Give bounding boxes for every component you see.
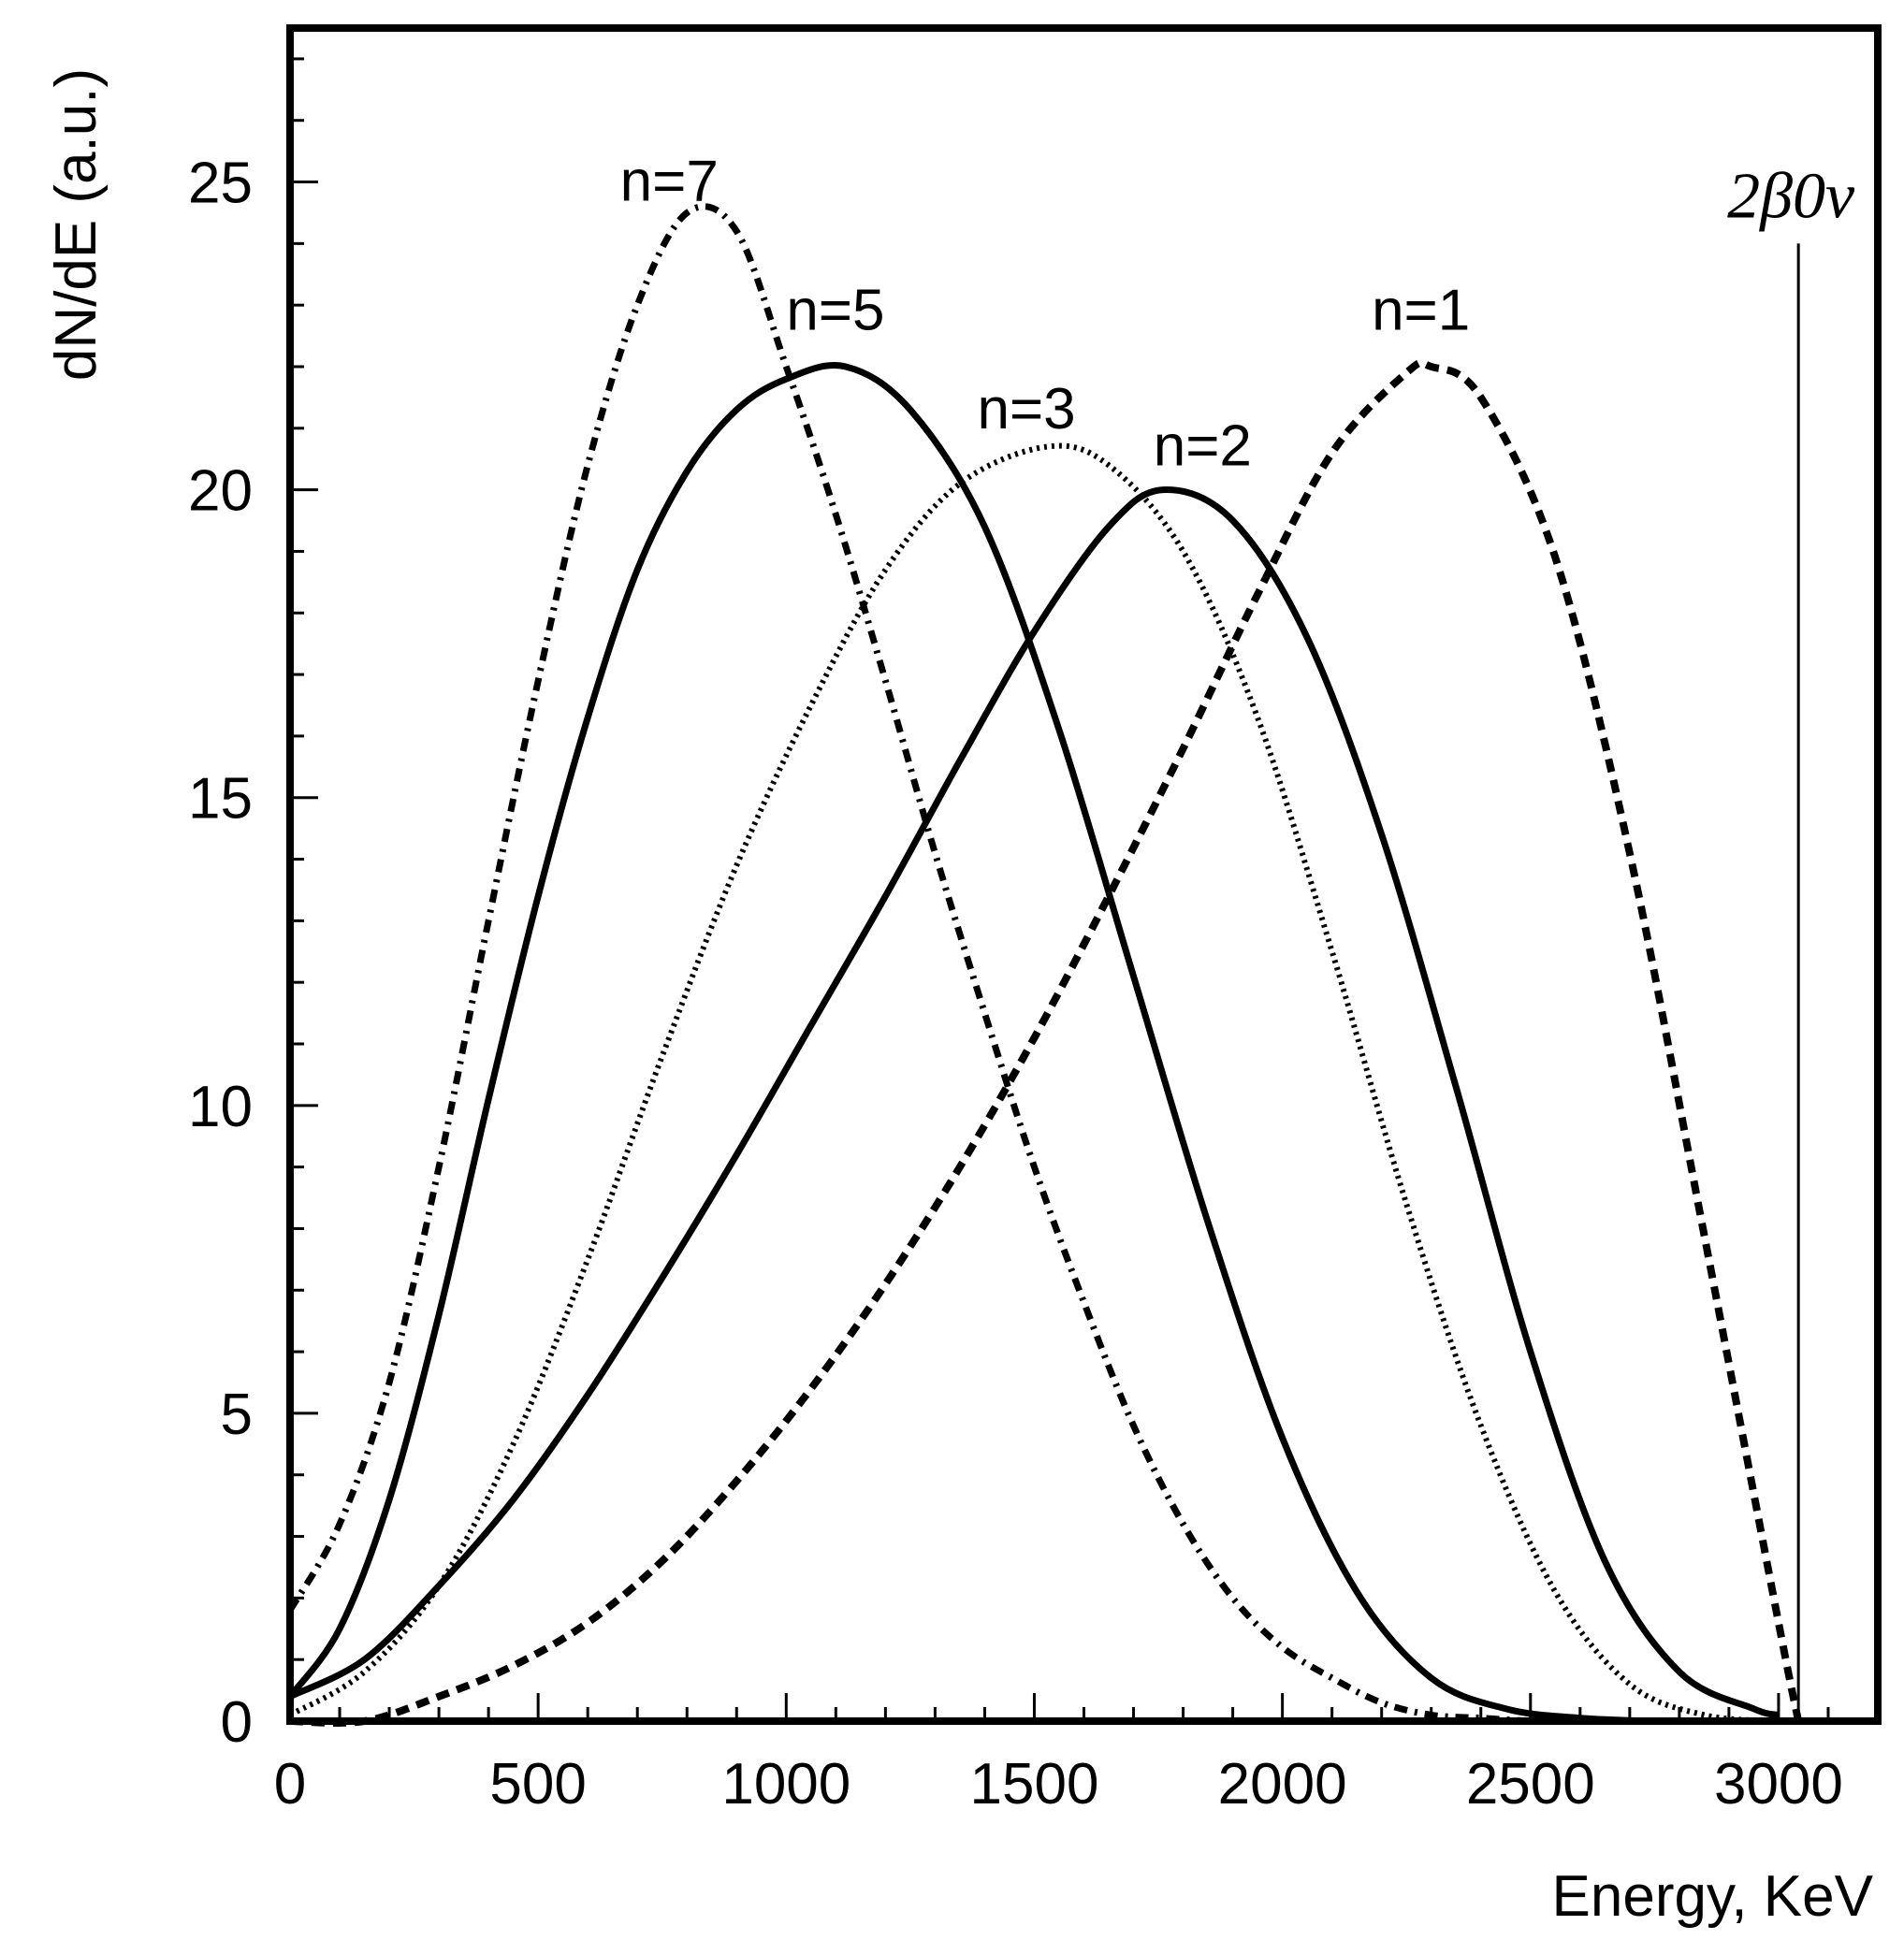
series-group: [286, 203, 1803, 1727]
series-line-n5: [287, 362, 1655, 1725]
curve-label-n7: n=7: [620, 149, 719, 213]
endpoint-label: 2β0ν: [1727, 160, 1855, 232]
y-tick-label: 10: [188, 1075, 253, 1139]
series-line-n3: [288, 442, 1780, 1724]
y-tick-label: 20: [188, 459, 253, 524]
curve-label-n1: n=1: [1372, 279, 1470, 343]
x-tick-label: 2500: [1466, 1752, 1595, 1817]
x-tick-label: 0: [274, 1752, 306, 1817]
y-tick-label: 25: [188, 152, 253, 216]
plot-frame: [286, 24, 1882, 1725]
axis-ticks: [288, 57, 1880, 1723]
curve-label-n3: n=3: [977, 377, 1075, 442]
y-axis-title: dN/dE (a.u.): [44, 68, 109, 381]
x-tick-label: 1000: [721, 1752, 850, 1817]
x-axis-title: Energy, KeV: [1552, 1864, 1874, 1929]
series-line-n7: [286, 203, 1531, 1725]
x-tick-label: 3000: [1714, 1752, 1843, 1817]
series-line-n2: [288, 486, 1780, 1718]
x-tick-label: 2000: [1218, 1752, 1347, 1817]
series-line-n1: [289, 358, 1803, 1727]
x-tick-label: 1500: [970, 1752, 1099, 1817]
y-tick-label: 15: [188, 767, 253, 832]
curve-label-n5: n=5: [786, 279, 884, 343]
x-tick-label: 500: [489, 1752, 586, 1817]
curve-labels: n=1 n=2 n=3 n=5 n=7: [620, 149, 1471, 478]
y-tick-label: 5: [221, 1383, 253, 1447]
y-tick-label: 0: [221, 1690, 253, 1755]
curve-label-n2: n=2: [1154, 413, 1252, 478]
axis-tick-labels: 0 500 1000 1500 2000 2500 3000 0 5 10 15 20 25: [188, 152, 1843, 1817]
